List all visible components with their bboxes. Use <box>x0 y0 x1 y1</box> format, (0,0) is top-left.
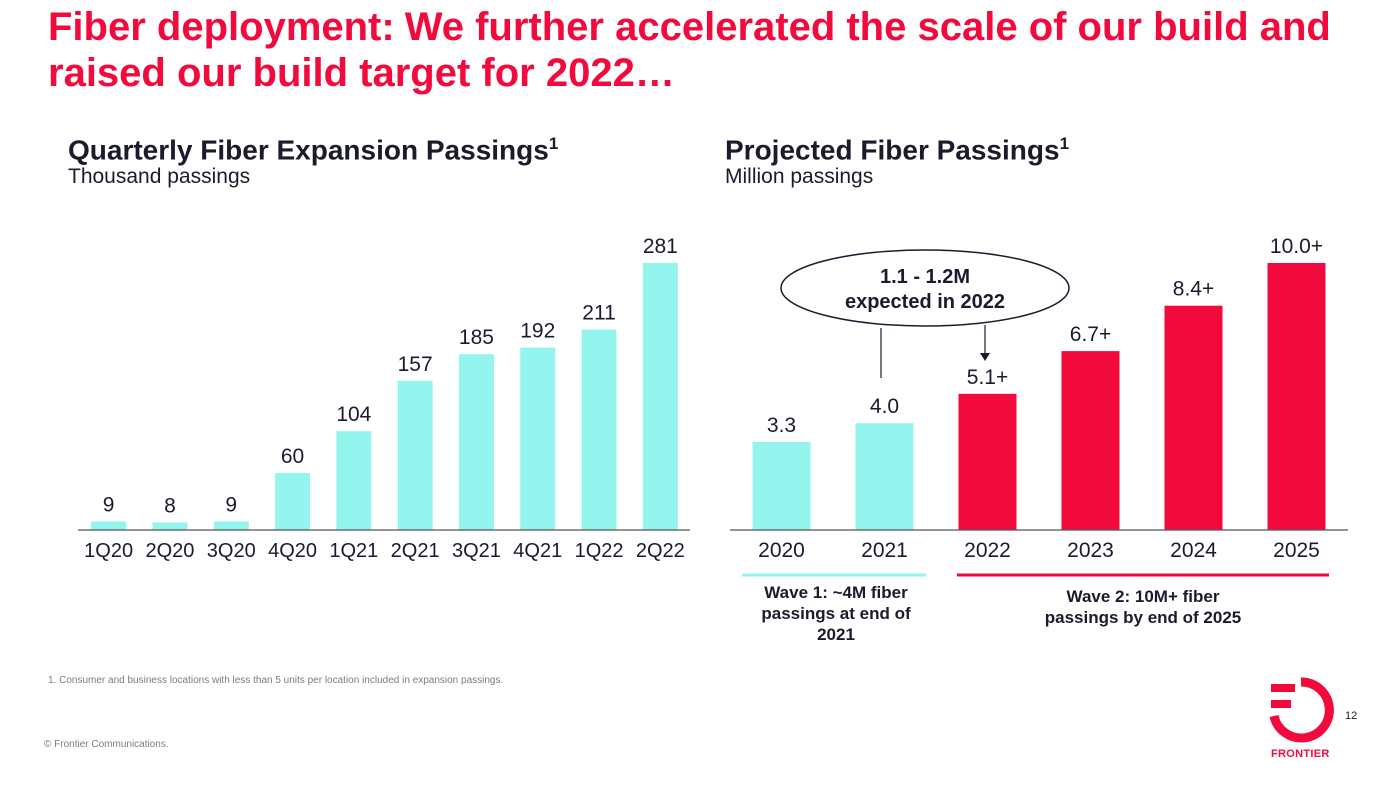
data-label-3Q21: 185 <box>459 326 494 349</box>
bar-2Q21 <box>397 380 433 530</box>
data-label-2024: 8.4+ <box>1173 278 1214 301</box>
data-label-1Q20: 9 <box>103 493 115 516</box>
category-label-1Q20: 1Q20 <box>84 540 133 562</box>
chart1-title-superscript: 1 <box>548 134 559 153</box>
category-label-2020: 2020 <box>758 539 805 562</box>
bar-1Q20 <box>91 521 127 530</box>
frontier-logo-icon <box>1269 677 1334 743</box>
data-label-1Q22: 211 <box>582 302 615 325</box>
callout-arrow-head <box>980 353 990 361</box>
bar-1Q21 <box>336 431 372 530</box>
bar-3Q20 <box>213 521 249 530</box>
copyright: © Frontier Communications. <box>44 739 169 750</box>
bar-2Q20 <box>152 522 188 530</box>
bar-2021 <box>855 423 914 530</box>
brand-wordmark: FRONTIER <box>1271 748 1330 760</box>
slide-title-lead: Fiber deployment: <box>48 5 395 49</box>
bar-2025 <box>1267 263 1326 530</box>
chart2-title-superscript: 1 <box>1059 134 1070 153</box>
footnote: 1. Consumer and business locations with … <box>48 675 504 686</box>
bar-1Q22 <box>581 329 617 530</box>
category-label-2023: 2023 <box>1067 539 1114 562</box>
wave1-label: Wave 1: ~4M fiber passings at end of 202… <box>761 583 911 644</box>
chart1-subtitle: Thousand passings <box>68 165 251 188</box>
data-label-2Q20: 8 <box>164 494 176 517</box>
callout-line1: 1.1 - 1.2M <box>880 266 970 288</box>
category-label-2022: 2022 <box>964 539 1011 562</box>
wave2-label: Wave 2: 10M+ fiber passings by end of 20… <box>1044 587 1242 627</box>
chart2-title-text: Projected Fiber Passings <box>725 134 1060 166</box>
bar-3Q21 <box>458 354 494 530</box>
category-label-3Q20: 3Q20 <box>207 540 256 562</box>
category-label-2Q21: 2Q21 <box>391 540 440 562</box>
category-label-2024: 2024 <box>1170 539 1217 562</box>
data-label-2Q22: 281 <box>643 235 678 258</box>
data-label-2020: 3.3 <box>767 414 796 437</box>
chart1-title-text: Quarterly Fiber Expansion Passings <box>68 134 549 166</box>
category-label-2025: 2025 <box>1273 539 1320 562</box>
category-label-1Q22: 1Q22 <box>575 540 624 562</box>
category-label-2Q20: 2Q20 <box>145 540 194 562</box>
projected-passings-chart: 3.3 2020 4.0 2021 5.1+ 2022 6.7+ 2023 8.4+ 2024 10… <box>730 235 1348 577</box>
callout-ellipse <box>780 249 1070 327</box>
category-label-1Q21: 1Q21 <box>329 540 378 562</box>
bar-2020 <box>752 441 811 530</box>
callout-line2: expected in 2022 <box>845 291 1005 313</box>
data-label-3Q20: 9 <box>225 493 237 516</box>
data-label-2022: 5.1+ <box>967 366 1008 389</box>
bar-4Q21 <box>520 347 556 530</box>
data-label-4Q21: 192 <box>520 320 555 343</box>
bar-2023 <box>1061 351 1120 530</box>
category-label-4Q21: 4Q21 <box>513 540 562 562</box>
slide-title: Fiber deployment: We further accelerated … <box>48 4 1368 96</box>
bar-2024 <box>1164 305 1223 530</box>
chart2-subtitle: Million passings <box>725 165 874 188</box>
category-label-2Q22: 2Q22 <box>636 540 685 562</box>
slide-title-rest: We further accelerated the scale of our … <box>48 5 1331 95</box>
data-label-2023: 6.7+ <box>1070 323 1111 346</box>
bar-2Q22 <box>642 263 678 530</box>
category-label-3Q21: 3Q21 <box>452 540 501 562</box>
data-label-2025: 10.0+ <box>1270 235 1323 258</box>
category-label-4Q20: 4Q20 <box>268 540 317 562</box>
data-label-2021: 4.0 <box>870 395 899 418</box>
quarterly-passings-chart: 9 1Q20 8 2Q20 9 3Q20 60 4Q20 104 1Q21 157 2Q21 185 3Q… <box>78 235 690 562</box>
chart2-title: Projected Fiber Passings1 <box>725 128 1069 166</box>
data-label-4Q20: 60 <box>281 445 304 468</box>
data-label-2Q21: 157 <box>398 353 433 376</box>
category-label-2021: 2021 <box>861 539 908 562</box>
bar-2022 <box>958 393 1017 530</box>
page-number: 12 <box>1345 710 1358 722</box>
chart1-title: Quarterly Fiber Expansion Passings1 <box>68 128 558 166</box>
data-label-1Q21: 104 <box>336 403 371 426</box>
bar-4Q20 <box>275 472 311 530</box>
